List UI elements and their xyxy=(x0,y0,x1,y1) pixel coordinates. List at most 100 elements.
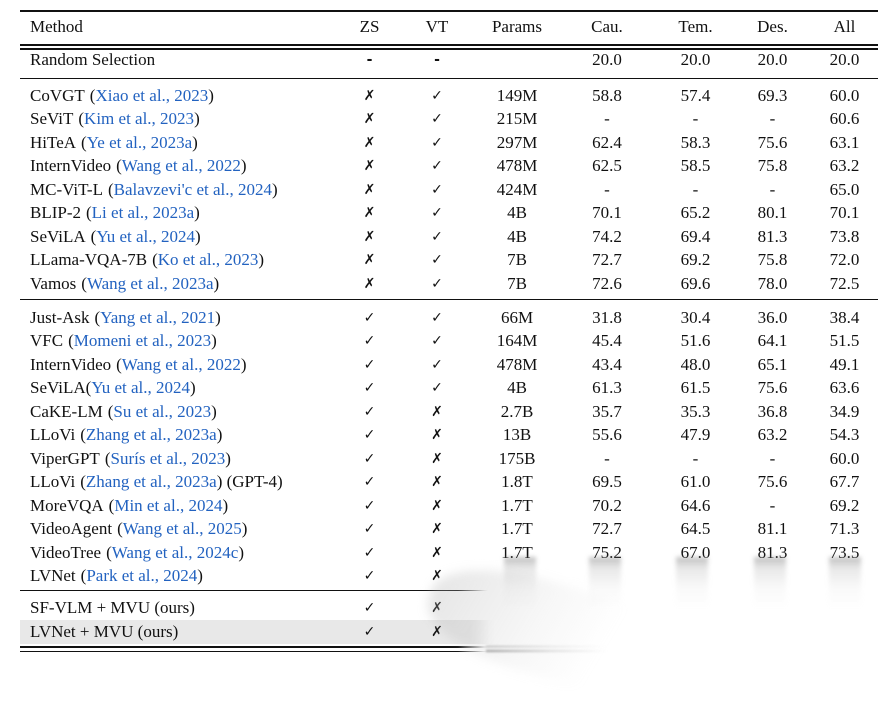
method-name: InternVideo xyxy=(30,354,112,374)
params-value: 4B xyxy=(507,226,527,246)
params-value: 7B xyxy=(507,273,527,293)
citation-text[interactable]: Su et al., 2023 xyxy=(113,401,212,421)
citation-link[interactable]: (Min et al., 2024) xyxy=(109,496,228,515)
table-header-row: Method ZS VT Params Cau. Tem. Des. All xyxy=(20,10,878,44)
citation-paren-close: ) xyxy=(241,519,248,539)
citation-link[interactable]: (Zhang et al., 2023a) xyxy=(80,472,222,491)
des-value: 69.3 xyxy=(757,85,788,105)
header-des: Des. xyxy=(757,17,788,36)
citation-link[interactable]: (Yu et al., 2024) xyxy=(91,227,201,246)
method-cell: VFC (Momeni et al., 2023) xyxy=(20,331,342,351)
citation-link[interactable]: (Wang et al., 2024c) xyxy=(106,543,244,562)
citation-link[interactable]: (Surís et al., 2023) xyxy=(105,449,231,468)
tem-value: 64.5 xyxy=(680,519,711,539)
citation-link[interactable]: (Wang et al., 2022) xyxy=(116,355,246,374)
citation-text[interactable]: Wang et al., 2023a xyxy=(86,273,214,293)
cau-value: 70.1 xyxy=(592,203,622,223)
citation-link[interactable]: (Li et al., 2023a) xyxy=(86,203,200,222)
method-name: Random Selection xyxy=(30,49,156,69)
all-value: 34.9 xyxy=(829,401,860,421)
tem-value: 64.6 xyxy=(680,495,711,515)
table-row: VFC (Momeni et al., 2023) ✓ ✓ 164M 45.4 5… xyxy=(20,330,878,354)
table-row: SF-VLM + MVU (ours) ✓ ✗ xyxy=(20,596,878,620)
citation-text[interactable]: Yu et al., 2024 xyxy=(91,378,190,398)
citation-text[interactable]: Min et al., 2024 xyxy=(114,495,223,515)
zs-mark-icon: ✗ xyxy=(363,275,376,292)
des-value: 81.3 xyxy=(757,226,788,246)
rule-after-random xyxy=(20,77,878,79)
citation-text[interactable]: Balavzevi'c et al., 2024 xyxy=(113,179,273,199)
method-cell: InternVideo (Wang et al., 2022) xyxy=(20,156,342,176)
citation-text[interactable]: Park et al., 2024 xyxy=(86,566,198,586)
tem-value: 51.6 xyxy=(680,331,711,351)
cau-value: 35.7 xyxy=(592,401,622,421)
all-value: 63.6 xyxy=(829,378,860,398)
tem-value: 65.2 xyxy=(680,203,711,223)
all-value: 60.0 xyxy=(829,85,860,105)
citation-link[interactable]: (Momeni et al., 2023) xyxy=(68,331,217,350)
citation-link[interactable]: (Zhang et al., 2023a) xyxy=(80,425,222,444)
des-value: 75.8 xyxy=(757,156,788,176)
table-row: MC-ViT-L (Balavzevi'c et al., 2024) ✗ ✓ 4… xyxy=(20,178,878,202)
citation-paren-close: ) xyxy=(211,401,217,421)
params-value: 4B xyxy=(507,378,527,398)
citation-text[interactable]: Zhang et al., 2023a xyxy=(85,472,217,492)
citation-text[interactable]: Li et al., 2023a xyxy=(91,203,195,223)
zs-mark-icon: ✓ xyxy=(363,497,376,514)
citation-text[interactable]: Surís et al., 2023 xyxy=(110,448,226,468)
citation-link[interactable]: (Wang et al., 2022) xyxy=(116,156,246,175)
method-name: VideoAgent xyxy=(30,519,113,539)
citation-link[interactable]: (Kim et al., 2023) xyxy=(78,109,199,128)
citation-paren-open: ( xyxy=(117,519,123,539)
zs-mark-icon: ✗ xyxy=(363,181,376,198)
method-name: Vamos xyxy=(30,273,77,293)
citation-text[interactable]: Ye et al., 2023a xyxy=(86,132,193,152)
table-row: MoreVQA (Min et al., 2024) ✓ ✗ 1.7T 70.2 … xyxy=(20,494,878,518)
all-value: 20.0 xyxy=(829,49,860,69)
smudge-line-tail-lower xyxy=(486,650,608,652)
citation-link[interactable]: (Yu et al., 2024) xyxy=(86,378,196,397)
citation-text[interactable]: Zhang et al., 2023a xyxy=(85,425,217,445)
des-value: - xyxy=(769,179,776,199)
citation-link[interactable]: (Park et al., 2024) xyxy=(81,566,203,585)
method-cell: SeViT (Kim et al., 2023) xyxy=(20,109,342,129)
vt-mark-icon: ✓ xyxy=(431,87,443,104)
params-value: 164M xyxy=(496,331,538,351)
citation-text[interactable]: Wang et al., 2022 xyxy=(121,156,241,176)
citation-text[interactable]: Ko et al., 2023 xyxy=(157,250,259,270)
params-value: 1.8T xyxy=(501,472,533,492)
rule-bottom-lower xyxy=(20,650,490,652)
citation-link[interactable]: (Ye et al., 2023a) xyxy=(81,133,198,152)
tem-value: 20.0 xyxy=(680,49,711,69)
citation-text[interactable]: Kim et al., 2023 xyxy=(84,109,195,129)
method-name: ViperGPT xyxy=(30,448,100,468)
method-suffix: (GPT-4) xyxy=(222,472,283,492)
citation-text[interactable]: Momeni et al., 2023 xyxy=(73,331,212,351)
citation-text[interactable]: Yu et al., 2024 xyxy=(96,226,195,246)
citation-link[interactable]: (Wang et al., 2025) xyxy=(117,519,247,538)
vt-mark-icon: ✗ xyxy=(431,600,443,616)
citation-text[interactable]: Wang et al., 2022 xyxy=(121,354,241,374)
citation-text[interactable]: Wang et al., 2024c xyxy=(111,542,239,562)
tem-value: - xyxy=(692,448,699,468)
citation-link[interactable]: (Wang et al., 2023a) xyxy=(81,274,219,293)
citation-link[interactable]: (Balavzevi'c et al., 2024) xyxy=(108,180,278,199)
method-cell: ViperGPT (Surís et al., 2023) xyxy=(20,449,342,469)
section-zeroshot: Just-Ask (Yang et al., 2021) ✓ ✓ 66M 31.8… xyxy=(20,306,878,588)
method-cell: BLIP-2 (Li et al., 2023a) xyxy=(20,203,342,223)
citation-link[interactable]: (Xiao et al., 2023) xyxy=(90,86,214,105)
citation-link[interactable]: (Su et al., 2023) xyxy=(108,402,217,421)
zs-mark-icon: ✗ xyxy=(363,228,376,245)
method-cell: HiTeA (Ye et al., 2023a) xyxy=(20,133,342,153)
citation-paren-close: ) xyxy=(192,132,198,152)
params-value: 424M xyxy=(496,179,538,199)
citation-link[interactable]: (Ko et al., 2023) xyxy=(152,250,264,269)
citation-paren-open: ( xyxy=(89,85,96,105)
citation-text[interactable]: Wang et al., 2025 xyxy=(122,519,242,539)
citation-text[interactable]: Yang et al., 2021 xyxy=(100,307,216,327)
citation-link[interactable]: (Yang et al., 2021) xyxy=(95,308,221,327)
vt-mark-icon: ✗ xyxy=(431,544,443,561)
citation-text[interactable]: Xiao et al., 2023 xyxy=(95,85,209,105)
header-cau: Cau. xyxy=(591,17,623,36)
citation-paren-open: ( xyxy=(104,448,111,468)
